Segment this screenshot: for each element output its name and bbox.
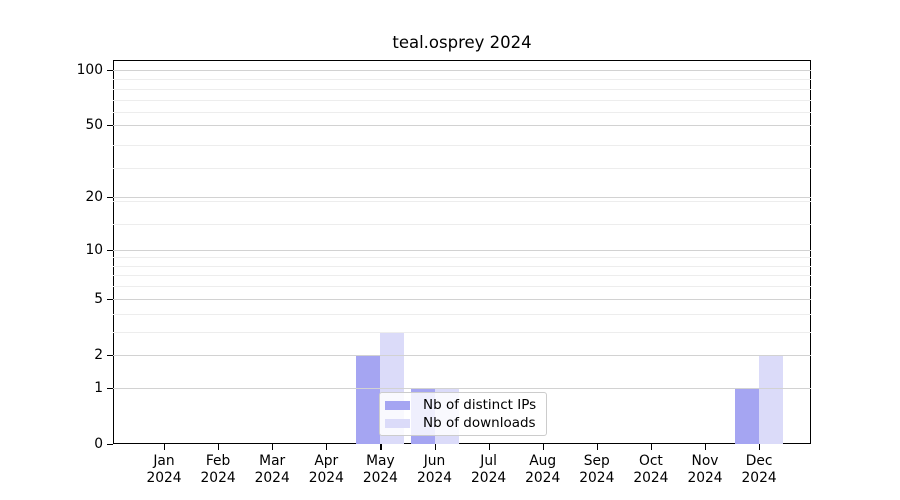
x-tick-month: Feb — [205, 453, 231, 469]
x-tick-month: Dec — [745, 453, 773, 469]
y-tick-mark — [107, 69, 113, 71]
x-tick-mark — [272, 444, 274, 450]
x-tick-mark — [488, 444, 490, 450]
x-tick-year: 2024 — [525, 470, 561, 486]
y-tick-label: 100 — [76, 61, 103, 78]
x-tick-label: Jun 2024 — [395, 453, 475, 487]
x-tick-label: Jan 2024 — [124, 453, 204, 487]
x-tick-month: Jul — [480, 453, 497, 469]
legend-swatch-distinct-ips — [385, 400, 410, 410]
x-tick-mark — [434, 444, 436, 450]
x-tick-mark — [326, 444, 328, 450]
y-tick-mark — [107, 298, 113, 300]
x-tick-year: 2024 — [416, 470, 453, 486]
x-tick-label: Oct 2024 — [611, 453, 691, 487]
bar-distinct-ips — [735, 387, 760, 444]
x-tick-year: 2024 — [687, 470, 723, 486]
x-tick-month: Apr — [314, 453, 339, 469]
x-tick-label: Sep 2024 — [557, 453, 637, 487]
y-tick-mark — [107, 197, 113, 199]
x-tick-year: 2024 — [200, 470, 236, 486]
x-tick-label: Apr 2024 — [286, 453, 366, 487]
x-tick-month: Jun — [423, 453, 446, 469]
legend-entry-distinct-ips: Nb of distinct IPs — [385, 396, 540, 414]
x-tick-label: Aug 2024 — [503, 453, 583, 487]
y-tick-mark — [107, 387, 113, 389]
x-tick-mark — [650, 444, 653, 450]
x-tick-month: Aug — [529, 453, 557, 469]
x-tick-mark — [542, 444, 544, 450]
x-tick-month: May — [366, 453, 395, 469]
x-tick-label: Nov 2024 — [665, 453, 745, 487]
y-tick-label: 50 — [85, 117, 103, 134]
chart-title: teal.osprey 2024 — [392, 33, 532, 52]
x-tick-year: 2024 — [471, 470, 507, 486]
y-tick-mark — [107, 444, 113, 446]
x-tick-year: 2024 — [254, 470, 290, 486]
legend-entry-downloads: Nb of downloads — [385, 414, 540, 432]
x-tick-year: 2024 — [579, 470, 615, 486]
y-tick-mark — [107, 354, 113, 357]
x-tick-mark — [218, 444, 220, 450]
y-tick-label: 10 — [85, 241, 103, 258]
x-tick-month: Nov — [691, 453, 719, 469]
x-tick-year: 2024 — [741, 470, 777, 486]
y-tick-label: 5 — [94, 290, 103, 307]
y-tick-mark — [107, 249, 113, 251]
legend: Nb of distinct IPs Nb of downloads — [379, 392, 547, 436]
y-tick-label: 0 — [94, 436, 103, 452]
x-tick-label: May 2024 — [340, 453, 420, 487]
x-tick-mark — [705, 444, 707, 450]
y-tick-mark — [107, 125, 113, 127]
x-tick-label: Feb 2024 — [178, 453, 258, 487]
x-tick-label: Dec 2024 — [719, 453, 799, 487]
legend-swatch-downloads — [385, 418, 410, 428]
x-tick-mark — [164, 444, 166, 450]
legend-label-distinct-ips: Nb of distinct IPs — [423, 396, 537, 413]
x-tick-year: 2024 — [633, 470, 669, 486]
x-tick-mark — [759, 444, 761, 450]
x-tick-mark — [380, 444, 382, 450]
x-tick-mark — [596, 444, 598, 450]
y-tick-label: 20 — [85, 189, 103, 206]
x-tick-month: Oct — [638, 453, 663, 469]
plot-area — [113, 60, 811, 444]
x-tick-year: 2024 — [308, 470, 344, 486]
x-tick-month: Sep — [583, 453, 610, 469]
x-tick-year: 2024 — [362, 470, 398, 486]
y-tick-label: 1 — [94, 379, 103, 396]
x-tick-label: Mar 2024 — [232, 453, 312, 487]
x-tick-year: 2024 — [146, 470, 182, 486]
x-tick-month: Mar — [259, 453, 286, 469]
x-tick-month: Jan — [153, 453, 175, 469]
x-tick-label: Jul 2024 — [449, 453, 529, 487]
legend-label-downloads: Nb of downloads — [423, 414, 536, 431]
bar-distinct-ips — [356, 354, 381, 444]
bar-downloads — [759, 354, 784, 444]
y-tick-label: 2 — [94, 346, 103, 363]
